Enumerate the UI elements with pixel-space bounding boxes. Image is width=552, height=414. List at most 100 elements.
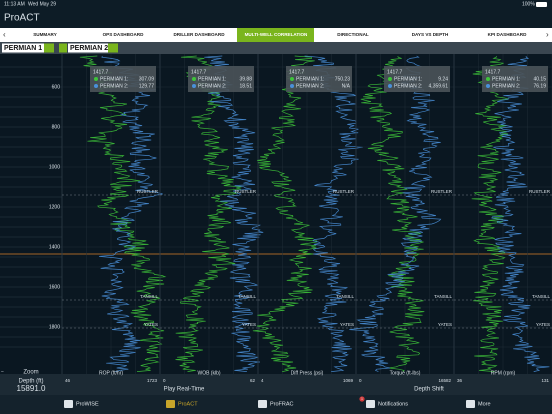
formation-label: TANSILL (140, 294, 158, 299)
formation-label: RUSTLER (333, 189, 355, 194)
tooltip-value: 129.77 (139, 83, 155, 89)
play-realtime[interactable]: Play Real-Time (164, 387, 205, 393)
trace (471, 56, 509, 372)
legend-dot (94, 77, 98, 81)
tab-prev[interactable]: ‹ (3, 30, 6, 39)
formation-label: RUSTLER (235, 189, 257, 194)
nav-item[interactable]: More (478, 401, 491, 407)
tab[interactable]: DRILLER DASHBOARD (173, 32, 225, 37)
formation-label: YATES (438, 322, 452, 327)
nav-item[interactable]: ProFRAC (270, 401, 294, 407)
zoom-label: Zoom (23, 370, 38, 376)
axis-title: Diff Press (psi) (291, 370, 324, 376)
depth-tick: 1400 (49, 244, 60, 250)
legend-dot (192, 84, 196, 88)
battery-icon (536, 2, 547, 7)
tab[interactable]: DIRECTIONAL (337, 32, 369, 37)
tooltip-value: 4,359.61 (429, 83, 449, 89)
tab-next[interactable]: › (546, 30, 549, 39)
axis-title: Torque (ft-lbs) (390, 370, 421, 376)
axis-max: 62 (250, 378, 256, 383)
tooltip-well: PERMIAN 1: (492, 76, 520, 82)
well-select[interactable] (2, 43, 54, 53)
tooltip-value: N/A (342, 83, 351, 89)
time: 11:13 AM (4, 1, 25, 7)
well-name[interactable]: PERMIAN 1 (4, 45, 42, 52)
tab[interactable]: KPI DASHBOARD (488, 32, 527, 37)
tooltip-value: 18.51 (239, 83, 252, 89)
tab[interactable]: OPS DASHBOARD (103, 32, 145, 37)
tooltip (482, 66, 548, 92)
depth-tick: 800 (52, 124, 61, 130)
tooltip-depth: 1417.7 (191, 69, 207, 75)
formation-label: YATES (242, 322, 256, 327)
axis-max: 1069 (343, 378, 354, 383)
tooltip-well: PERMIAN 2: (296, 83, 324, 89)
nav-icon[interactable] (166, 400, 175, 408)
legend-dot (486, 84, 490, 88)
trace (304, 55, 363, 372)
legend-dot (388, 84, 392, 88)
well-select[interactable] (68, 43, 118, 53)
tab[interactable]: SUMMARY (33, 32, 57, 37)
depth-label: Depth (ft) (18, 379, 43, 385)
depth-tick: 600 (52, 84, 61, 90)
nav-icon[interactable] (366, 400, 375, 408)
tab[interactable]: DAYS VS DEPTH (412, 32, 449, 37)
trace (491, 55, 550, 372)
tooltip-well: PERMIAN 2: (100, 83, 128, 89)
tooltip (286, 66, 352, 92)
axis-min: 36 (457, 378, 463, 383)
nav-icon[interactable] (466, 400, 475, 408)
formation-label: TANSILL (238, 294, 256, 299)
depth-tick: 1800 (49, 324, 60, 330)
tooltip (188, 66, 254, 92)
nav-item[interactable]: Notifications (378, 401, 408, 407)
badge-count: 1 (361, 397, 363, 401)
well-name[interactable]: PERMIAN 2 (70, 45, 108, 52)
tooltip-well: PERMIAN 2: (198, 83, 226, 89)
nav-icon[interactable] (258, 400, 267, 408)
tooltip-value: 76.19 (533, 83, 546, 89)
formation-label: RUSTLER (431, 189, 453, 194)
legend-dot (388, 77, 392, 81)
axis-min: 0 (359, 378, 362, 383)
tooltip-depth: 1417.7 (485, 69, 501, 75)
tab[interactable]: MULTI-WELL CORRELATION (245, 32, 308, 37)
remove-well[interactable] (59, 43, 67, 53)
tooltip-value: 40.15 (533, 76, 546, 82)
axis-min: 4 (261, 378, 264, 383)
trace (252, 55, 318, 372)
axis-title: WOB (klb) (197, 370, 220, 376)
well-dropdown[interactable] (44, 43, 54, 53)
tooltip (90, 66, 156, 92)
legend-dot (94, 84, 98, 88)
depth-tick: 1200 (49, 204, 60, 210)
depth-shift[interactable]: Depth Shift (414, 387, 444, 393)
nav-item[interactable]: ProACT (178, 401, 198, 407)
nav-item[interactable]: ProWISE (76, 401, 99, 407)
chart-area (0, 54, 552, 374)
legend-dot (290, 77, 294, 81)
nav-icon[interactable] (64, 400, 73, 408)
tooltip-value: 39.88 (239, 76, 252, 82)
formation-label: RUSTLER (529, 189, 551, 194)
active-tab (237, 28, 314, 42)
date: Wed May 29 (28, 1, 56, 7)
depth-tick: 1600 (49, 284, 60, 290)
legend-dot (192, 77, 196, 81)
bottom-controls (0, 374, 552, 395)
zoom-out[interactable]: − (1, 369, 4, 375)
axis-max: 1723 (147, 378, 158, 383)
well-bar (0, 42, 552, 54)
trace (99, 55, 163, 372)
well-dropdown[interactable] (108, 43, 118, 53)
tooltip-well: PERMIAN 1: (394, 76, 422, 82)
formation-label: YATES (340, 322, 354, 327)
axis-max: 16582 (438, 378, 451, 383)
tooltip-value: 307.09 (139, 76, 155, 82)
formation-label: YATES (536, 322, 550, 327)
tooltip-depth: 1417.7 (93, 69, 109, 75)
formation-label: RUSTLER (137, 189, 159, 194)
